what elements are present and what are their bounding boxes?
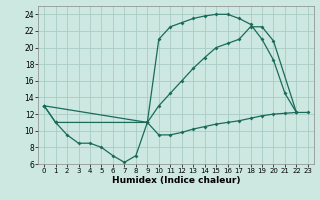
X-axis label: Humidex (Indice chaleur): Humidex (Indice chaleur) bbox=[112, 176, 240, 185]
